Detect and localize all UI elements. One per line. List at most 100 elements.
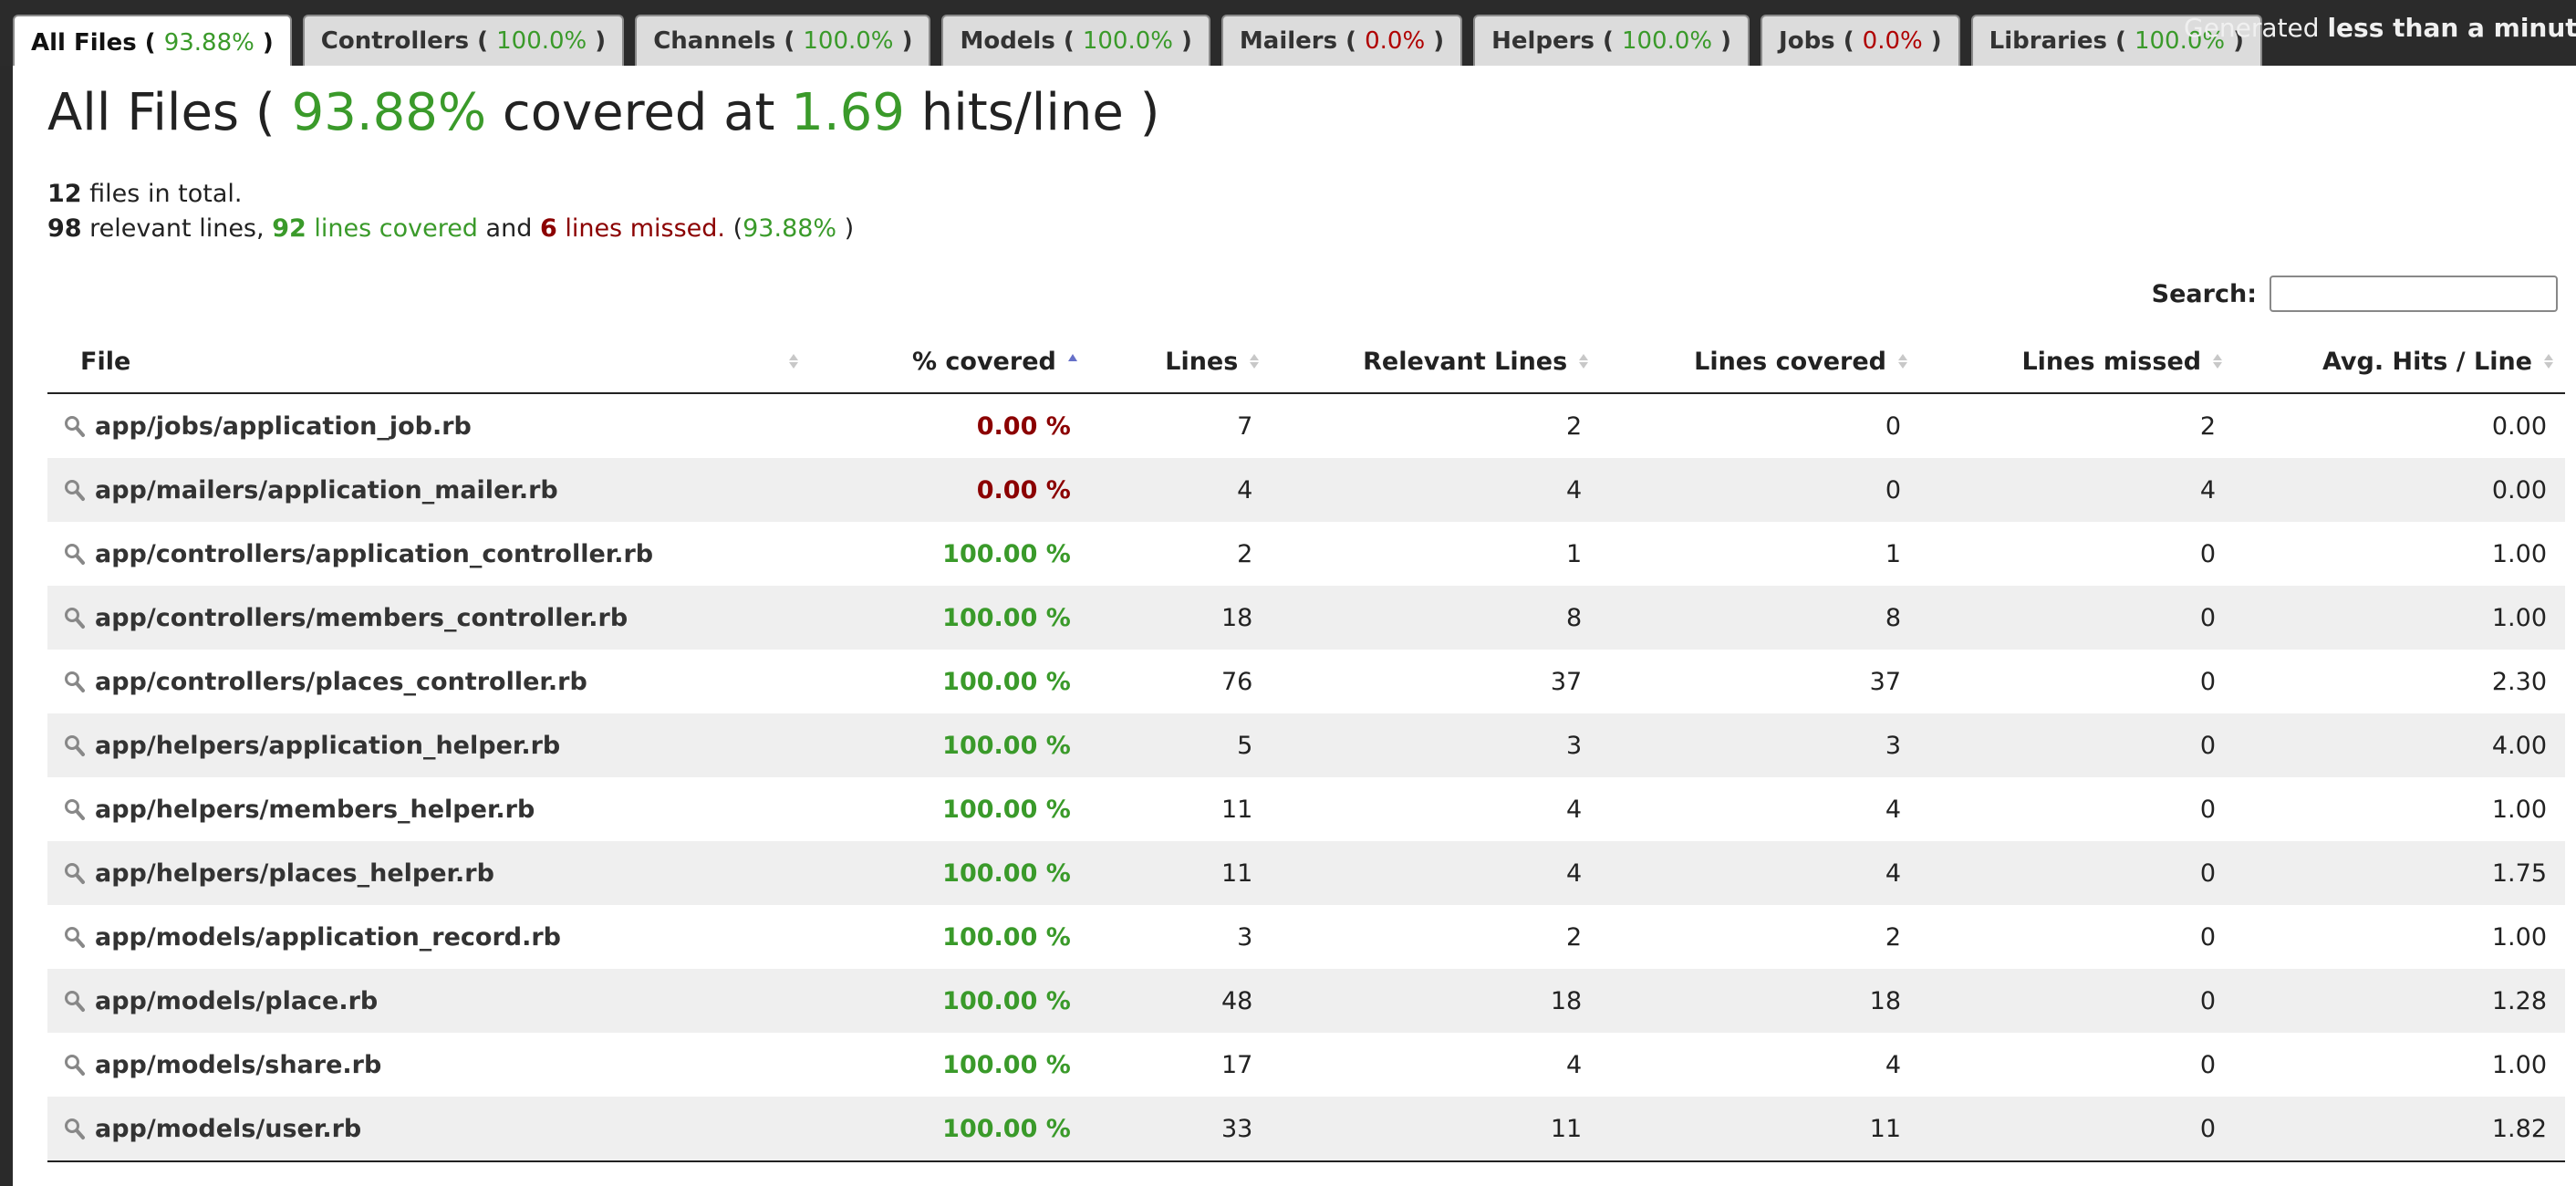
- percent-covered-value: 100.00 %: [942, 1114, 1071, 1143]
- lines-cell: 7: [1088, 393, 1272, 458]
- file-link[interactable]: app/models/place.rb: [95, 986, 379, 1015]
- sort-icon: [1579, 354, 1589, 369]
- percent-covered-value: 0.00 %: [976, 475, 1071, 505]
- column-header-label: % covered: [911, 347, 1056, 376]
- file-link[interactable]: app/models/application_record.rb: [95, 922, 562, 952]
- file-link[interactable]: app/helpers/application_helper.rb: [95, 731, 561, 760]
- tab-paren-open: (: [136, 29, 164, 57]
- column-header-file[interactable]: File: [47, 330, 811, 394]
- percent-covered-cell: 100.00 %: [810, 777, 1089, 841]
- tab-paren-close: ): [1172, 27, 1192, 55]
- tab-coverage-percent: 100.0%: [1621, 27, 1713, 55]
- tab-models[interactable]: Models ( 100.0% ): [941, 15, 1210, 66]
- magnifier-icon: [65, 608, 85, 629]
- table-row: app/helpers/places_helper.rb 100.00 % 11 4 4…: [47, 841, 2565, 905]
- file-link[interactable]: app/controllers/application_controller.r…: [95, 539, 654, 568]
- avg-hits-cell: 1.00: [2234, 522, 2565, 586]
- column-header-lines[interactable]: Lines: [1088, 330, 1272, 394]
- magnifier-icon: [65, 1118, 85, 1139]
- relevant-lines-count: 98: [47, 214, 82, 243]
- percent-covered-cell: 100.00 %: [810, 905, 1089, 969]
- column-header-lines-missed[interactable]: Lines missed: [1919, 330, 2235, 394]
- column-header-covered[interactable]: % covered: [810, 330, 1089, 394]
- tab-paren-close: ): [1425, 27, 1445, 55]
- percent-covered-cell: 100.00 %: [810, 1033, 1089, 1097]
- column-header-avg-hits-line[interactable]: Avg. Hits / Line: [2234, 330, 2565, 394]
- table-row: app/helpers/members_helper.rb 100.00 % 11 4…: [47, 777, 2565, 841]
- lines-covered-cell: 3: [1600, 713, 1920, 777]
- lines-missed-cell: 0: [1919, 905, 2235, 969]
- tab-paren-open: (: [1834, 27, 1863, 55]
- tab-paren-open: (: [1337, 27, 1366, 55]
- tab-label: Helpers: [1491, 27, 1594, 55]
- file-link[interactable]: app/mailers/application_mailer.rb: [95, 475, 558, 505]
- column-header-lines-covered[interactable]: Lines covered: [1600, 330, 1920, 394]
- lines-covered-cell: 4: [1600, 777, 1920, 841]
- tab-controllers[interactable]: Controllers ( 100.0% ): [302, 15, 625, 66]
- tab-mailers[interactable]: Mailers ( 0.0% ): [1220, 15, 1463, 66]
- percent-covered-value: 100.00 %: [942, 731, 1071, 760]
- lines-cell: 11: [1088, 841, 1272, 905]
- tab-coverage-percent: 100.0%: [1082, 27, 1173, 55]
- column-header-relevant-lines[interactable]: Relevant Lines: [1271, 330, 1601, 394]
- magnifier-icon: [65, 1055, 85, 1076]
- lines-missed-cell: 0: [1919, 1033, 2235, 1097]
- search-input[interactable]: [2270, 276, 2558, 312]
- file-link[interactable]: app/jobs/application_job.rb: [95, 411, 472, 441]
- tab-channels[interactable]: Channels ( 100.0% ): [635, 15, 931, 66]
- avg-hits-cell: 0.00: [2234, 393, 2565, 458]
- lines-covered-cell: 1: [1600, 522, 1920, 586]
- lines-cell: 3: [1088, 905, 1272, 969]
- coverage-summary: 12 files in total. 98 relevant lines, 92…: [47, 177, 854, 246]
- relevant-lines-cell: 37: [1271, 650, 1601, 713]
- tab-libraries[interactable]: Libraries ( 100.0% ): [1970, 15, 2263, 66]
- lines-cell: 48: [1088, 969, 1272, 1033]
- lines-covered-cell: 18: [1600, 969, 1920, 1033]
- percent-covered-cell: 0.00 %: [810, 393, 1089, 458]
- percent-covered-cell: 100.00 %: [810, 1097, 1089, 1162]
- file-cell: app/controllers/members_controller.rb: [47, 586, 811, 650]
- title-suffix: hits/line ): [920, 83, 1160, 142]
- file-link[interactable]: app/helpers/places_helper.rb: [95, 858, 494, 888]
- magnifier-icon: [65, 863, 85, 884]
- file-link[interactable]: app/helpers/members_helper.rb: [95, 795, 535, 824]
- file-link[interactable]: app/controllers/places_controller.rb: [95, 667, 587, 696]
- file-link[interactable]: app/models/user.rb: [95, 1114, 362, 1143]
- search-box: Search:: [2152, 276, 2558, 312]
- table-body: app/jobs/application_job.rb 0.00 % 7 2 0 2 0.0…: [47, 393, 2565, 1162]
- avg-hits-cell: 1.28: [2234, 969, 2565, 1033]
- tab-label: Libraries: [1989, 27, 2107, 55]
- file-cell: app/controllers/places_controller.rb: [47, 650, 811, 713]
- tab-paren-open: (: [1594, 27, 1622, 55]
- tab-paren-open: (: [1054, 27, 1083, 55]
- column-header-label: Lines missed: [2021, 347, 2202, 376]
- sort-icon: [1898, 354, 1908, 369]
- tab-paren-close: ): [893, 27, 913, 55]
- table-row: app/models/share.rb 100.00 % 17 4 4 0 1.00: [47, 1033, 2565, 1097]
- tab-jobs[interactable]: Jobs ( 0.0% ): [1761, 15, 1960, 66]
- relevant-lines-cell: 4: [1271, 1033, 1601, 1097]
- lines-cell: 11: [1088, 777, 1272, 841]
- tab-helpers[interactable]: Helpers ( 100.0% ): [1473, 15, 1750, 66]
- missed-lines-text: lines missed.: [565, 214, 725, 243]
- avg-hits-cell: 0.00: [2234, 458, 2565, 522]
- title-prefix: All Files (: [47, 83, 275, 142]
- tab-paren-close: ): [254, 29, 274, 57]
- table-row: app/models/user.rb 100.00 % 33 11 11 0 1.82: [47, 1097, 2565, 1162]
- tab-paren-close: ): [2225, 27, 2245, 55]
- tab-all-files[interactable]: All Files ( 93.88% ): [13, 15, 292, 69]
- tab-paren-close: ): [1712, 27, 1732, 55]
- file-link[interactable]: app/models/share.rb: [95, 1050, 382, 1079]
- title-hits-per-line: 1.69: [791, 83, 905, 142]
- tab-paren-close: ): [1922, 27, 1942, 55]
- relevant-lines-text: relevant lines,: [89, 214, 265, 243]
- generated-timestamp: Generated less than a minute ag: [2184, 13, 2576, 43]
- table-header-row: File % covered Lines Relevant Lines Lines co…: [47, 330, 2565, 394]
- file-link[interactable]: app/controllers/members_controller.rb: [95, 603, 628, 632]
- column-header-label: Avg. Hits / Line: [2322, 347, 2532, 376]
- file-cell: app/helpers/places_helper.rb: [47, 841, 811, 905]
- percent-covered-cell: 0.00 %: [810, 458, 1089, 522]
- tab-coverage-percent: 0.0%: [1365, 27, 1426, 55]
- tab-label: Jobs: [1779, 27, 1835, 55]
- magnifier-icon: [65, 735, 85, 756]
